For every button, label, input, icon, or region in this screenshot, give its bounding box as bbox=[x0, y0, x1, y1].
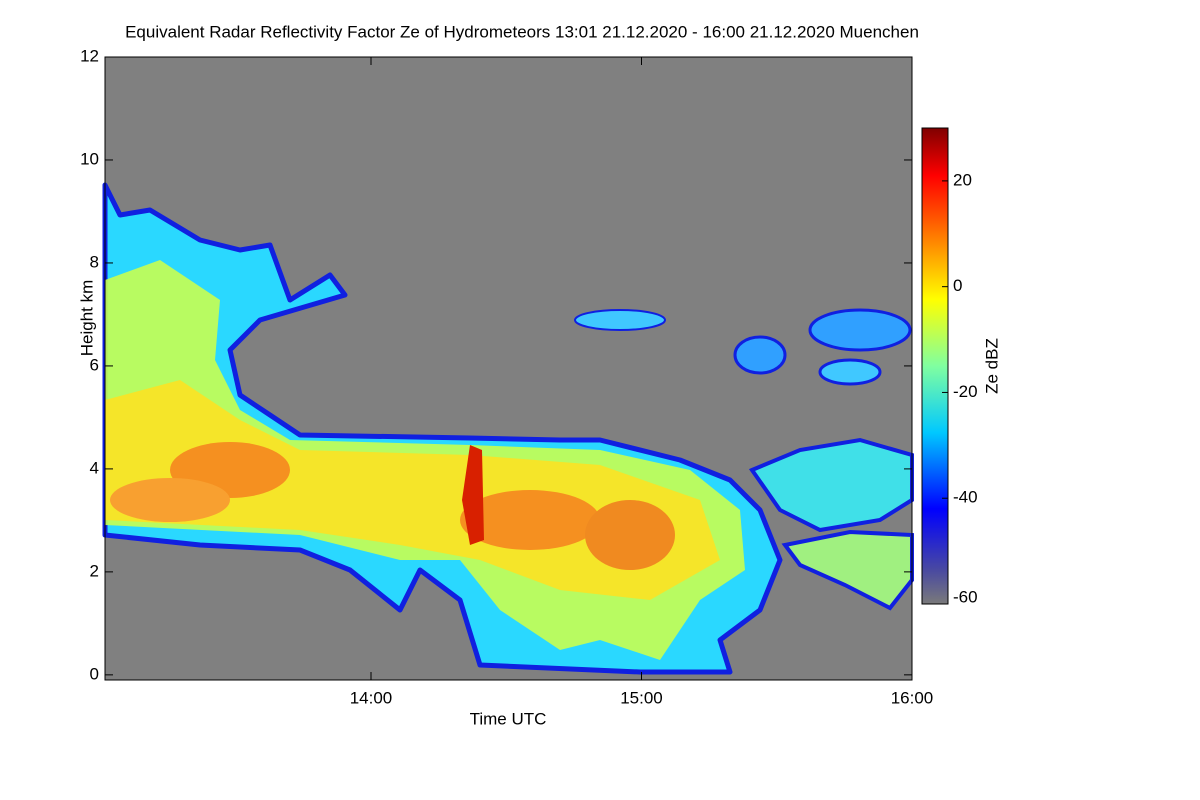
y-tick-label: 10 bbox=[80, 149, 99, 168]
wisp bbox=[733, 335, 787, 375]
y-tick-label: 8 bbox=[90, 252, 99, 271]
y-tick-label: 12 bbox=[80, 46, 99, 65]
colorbar-tick-label: -60 bbox=[953, 587, 978, 606]
wisp bbox=[574, 309, 666, 331]
y-tick-label: 6 bbox=[90, 355, 99, 374]
plot-frame bbox=[104, 56, 913, 681]
x-tick-label: 14:00 bbox=[350, 688, 393, 707]
y-axis-label: Height km bbox=[77, 280, 96, 357]
y-tick-label: 4 bbox=[90, 458, 99, 477]
core-orange bbox=[460, 490, 600, 550]
colorbar-label: Ze dBZ bbox=[982, 338, 1001, 394]
x-tick-label: 15:00 bbox=[620, 688, 663, 707]
x-axis-label: Time UTC bbox=[470, 709, 547, 728]
colorbar-tick-label: 20 bbox=[953, 170, 972, 189]
core-orange bbox=[110, 478, 230, 522]
colorbar-tick-label: 0 bbox=[953, 276, 962, 295]
y-tick-label: 0 bbox=[90, 664, 99, 683]
plot-area bbox=[102, 56, 914, 681]
x-tick-label: 16:00 bbox=[891, 688, 934, 707]
colorbar-tick-label: -20 bbox=[953, 382, 978, 401]
wisp bbox=[808, 308, 912, 352]
core-orange bbox=[585, 500, 675, 570]
wisp bbox=[818, 358, 882, 386]
y-tick-label: 2 bbox=[90, 561, 99, 580]
chart-title: Equivalent Radar Reflectivity Factor Ze … bbox=[125, 22, 919, 41]
core-red bbox=[462, 445, 484, 545]
colorbar-tick-label: -40 bbox=[953, 488, 978, 507]
cloud-right-low bbox=[781, 529, 914, 611]
colorbar bbox=[921, 127, 949, 605]
